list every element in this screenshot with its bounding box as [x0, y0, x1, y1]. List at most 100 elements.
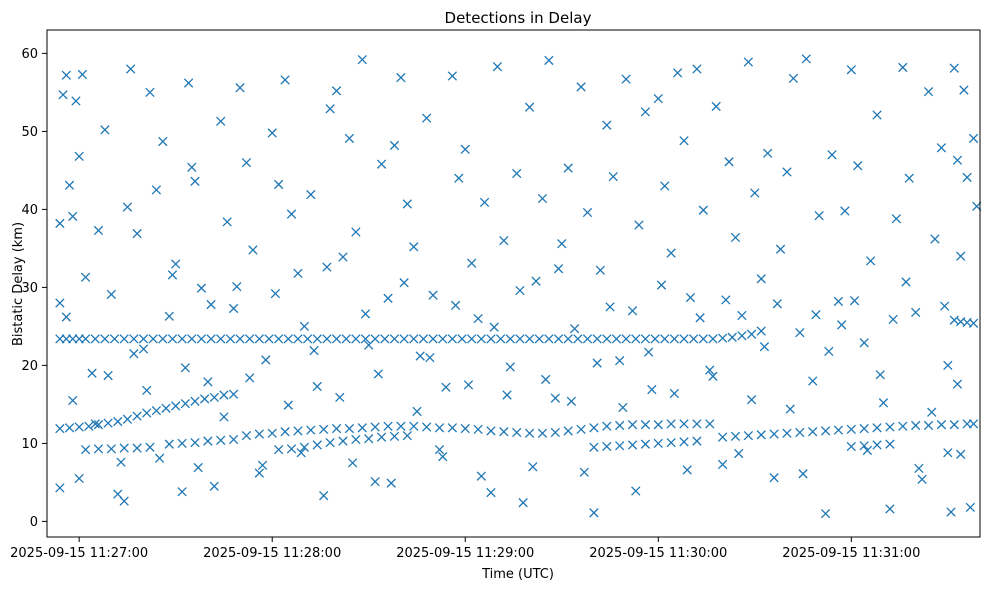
data-point	[106, 444, 117, 454]
data-point	[589, 423, 599, 433]
data-point	[608, 171, 618, 182]
data-point	[968, 133, 979, 144]
data-point	[254, 429, 264, 439]
data-point	[302, 334, 313, 344]
data-point	[389, 334, 400, 344]
data-point	[93, 225, 104, 236]
data-point	[267, 428, 277, 438]
data-point	[370, 422, 380, 432]
data-point	[573, 334, 583, 344]
data-point	[756, 430, 766, 440]
data-point	[421, 113, 432, 123]
data-point	[409, 334, 419, 344]
data-point	[528, 462, 538, 472]
data-point	[872, 110, 882, 120]
data-point	[383, 293, 393, 303]
data-point	[534, 334, 544, 344]
data-point	[206, 334, 216, 344]
data-point	[473, 313, 483, 324]
data-point	[473, 424, 483, 435]
data-point	[100, 125, 110, 135]
data-point	[531, 276, 541, 286]
data-point	[232, 281, 242, 292]
data-point	[74, 151, 84, 162]
data-point	[692, 419, 702, 429]
data-point	[615, 441, 625, 451]
data-point	[910, 420, 921, 431]
data-point	[544, 334, 554, 344]
data-point	[885, 504, 895, 514]
data-point	[364, 434, 374, 444]
data-point	[544, 55, 554, 66]
data-point	[949, 315, 959, 325]
data-point	[113, 416, 123, 427]
data-point	[524, 428, 535, 438]
data-point	[772, 299, 782, 309]
data-point	[467, 258, 477, 268]
data-point	[820, 426, 831, 436]
data-point	[180, 398, 191, 409]
data-point	[132, 443, 142, 453]
data-point	[357, 423, 367, 433]
data-point	[512, 168, 522, 179]
data-point	[952, 379, 963, 389]
data-point	[203, 377, 213, 387]
data-point	[68, 395, 78, 406]
data-point	[959, 85, 969, 95]
data-point	[376, 159, 387, 169]
x-tick-label: 2025-09-15 11:29:00	[396, 546, 534, 561]
data-point	[512, 427, 522, 438]
data-point	[927, 407, 937, 417]
data-point	[640, 420, 651, 430]
data-point	[589, 442, 599, 452]
data-point	[621, 334, 631, 344]
data-point	[952, 155, 963, 165]
data-point	[682, 465, 692, 475]
data-point	[351, 334, 361, 344]
data-point	[428, 334, 438, 344]
data-point	[171, 401, 181, 411]
data-point	[550, 393, 560, 403]
data-point	[196, 283, 207, 293]
data-point	[592, 358, 602, 368]
data-point	[734, 448, 744, 459]
data-point	[936, 420, 947, 430]
data-point	[383, 421, 393, 431]
data-point	[705, 419, 715, 429]
data-point	[692, 436, 702, 446]
data-point	[660, 181, 670, 191]
data-point	[968, 318, 979, 328]
data-point	[199, 394, 210, 404]
data-point	[946, 507, 956, 517]
data-point	[196, 334, 207, 344]
data-point	[602, 421, 612, 431]
data-point	[389, 431, 400, 442]
x-tick-label: 2025-09-15 11:30:00	[589, 546, 727, 561]
data-point	[660, 334, 670, 344]
data-point	[640, 334, 651, 344]
data-point	[116, 457, 126, 467]
data-point	[727, 332, 737, 342]
data-point	[219, 390, 229, 400]
data-point	[132, 228, 142, 239]
data-point	[312, 381, 322, 392]
data-point	[968, 419, 979, 429]
data-point	[782, 428, 792, 438]
data-point	[557, 239, 567, 249]
data-point	[142, 385, 152, 396]
data-point	[621, 74, 631, 84]
data-point	[273, 179, 284, 190]
data-point	[151, 405, 162, 416]
data-markers	[55, 54, 982, 519]
data-point	[421, 422, 432, 432]
data-point	[489, 322, 499, 332]
data-point	[273, 334, 284, 344]
data-point	[750, 188, 760, 198]
data-point	[711, 101, 721, 112]
data-point	[389, 140, 400, 151]
data-point	[602, 120, 612, 130]
data-point	[74, 473, 84, 484]
data-point	[775, 244, 786, 254]
y-tick-label: 10	[21, 437, 38, 452]
